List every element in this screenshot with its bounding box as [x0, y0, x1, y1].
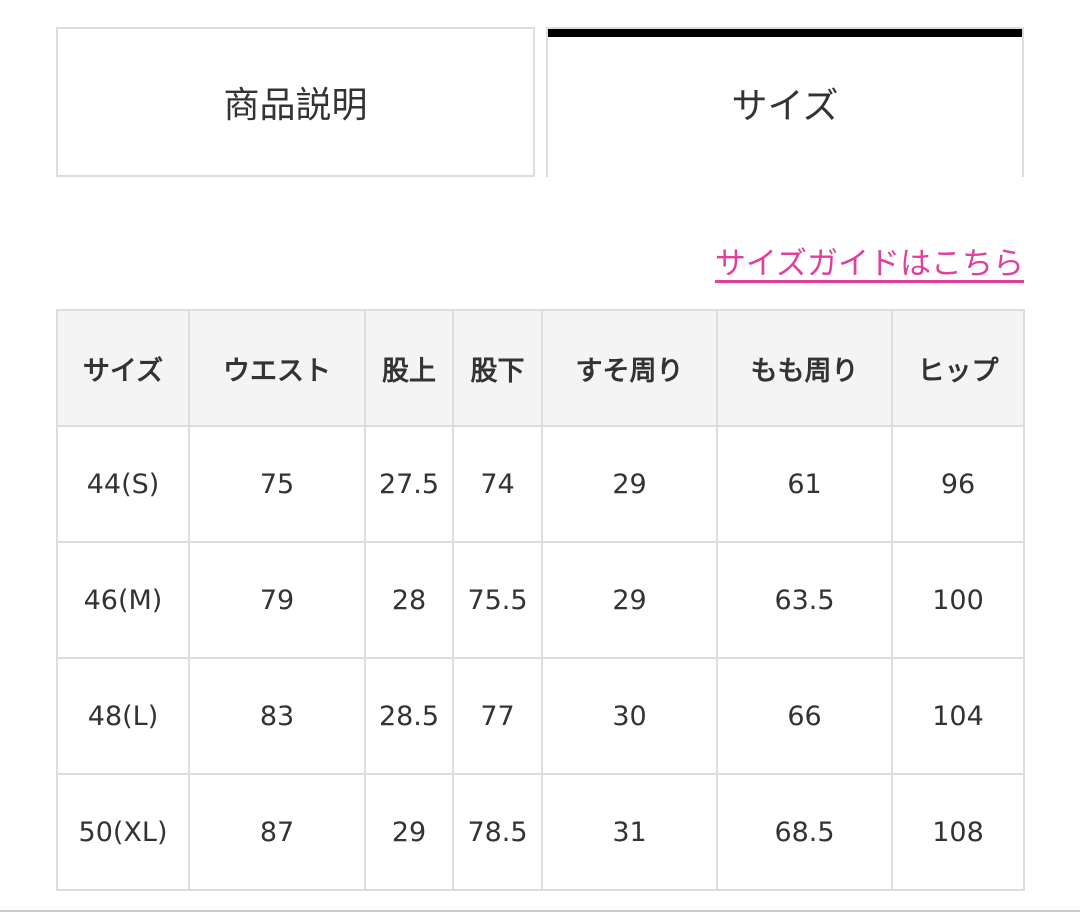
active-tab-indicator	[548, 29, 1022, 37]
column-header: すそ周り	[541, 309, 718, 427]
table-cell: 44(S)	[56, 425, 190, 543]
table-cell: 30	[541, 657, 718, 775]
table-cell: 66	[716, 657, 893, 775]
table-cell: 100	[891, 541, 1025, 659]
table-cell: 74	[452, 425, 543, 543]
table-cell: 78.5	[452, 773, 543, 891]
tab-size[interactable]: サイズ	[546, 27, 1024, 177]
table-cell: 31	[541, 773, 718, 891]
table-cell: 29	[541, 425, 718, 543]
size-table: サイズ ウエスト 股上 股下 すそ周り もも周り ヒップ 44(S) 75 27.5 74 29 61…	[56, 309, 1025, 891]
table-cell: 61	[716, 425, 893, 543]
column-header: ヒップ	[891, 309, 1025, 427]
table-cell: 87	[188, 773, 366, 891]
table-cell: 104	[891, 657, 1025, 775]
table-cell: 79	[188, 541, 366, 659]
table-cell: 75.5	[452, 541, 543, 659]
table-cell: 29	[541, 541, 718, 659]
table-cell: 63.5	[716, 541, 893, 659]
column-header: 股上	[364, 309, 454, 427]
table-row: 50(XL) 87 29 78.5 31 68.5 108	[56, 773, 1025, 891]
tab-label: サイズ	[731, 86, 839, 127]
size-guide-link[interactable]: サイズガイドはこちら	[714, 246, 1024, 282]
table-cell: 48(L)	[56, 657, 190, 775]
table-cell: 75	[188, 425, 366, 543]
table-row: 44(S) 75 27.5 74 29 61 96	[56, 425, 1025, 543]
column-header: 股下	[452, 309, 543, 427]
table-header-row: サイズ ウエスト 股上 股下 すそ周り もも周り ヒップ	[56, 309, 1025, 427]
divider	[0, 910, 1080, 912]
column-header: もも周り	[716, 309, 893, 427]
table-cell: 29	[364, 773, 454, 891]
column-header: ウエスト	[188, 309, 366, 427]
table-cell: 96	[891, 425, 1025, 543]
table-row: 48(L) 83 28.5 77 30 66 104	[56, 657, 1025, 775]
table-cell: 46(M)	[56, 541, 190, 659]
table-cell: 50(XL)	[56, 773, 190, 891]
table-cell: 83	[188, 657, 366, 775]
table-cell: 28	[364, 541, 454, 659]
table-cell: 68.5	[716, 773, 893, 891]
table-cell: 108	[891, 773, 1025, 891]
tab-label: 商品説明	[223, 85, 368, 126]
column-header: サイズ	[56, 309, 190, 427]
table-cell: 27.5	[364, 425, 454, 543]
table-cell: 77	[452, 657, 543, 775]
tab-product-description[interactable]: 商品説明	[56, 27, 535, 177]
table-cell: 28.5	[364, 657, 454, 775]
table-row: 46(M) 79 28 75.5 29 63.5 100	[56, 541, 1025, 659]
